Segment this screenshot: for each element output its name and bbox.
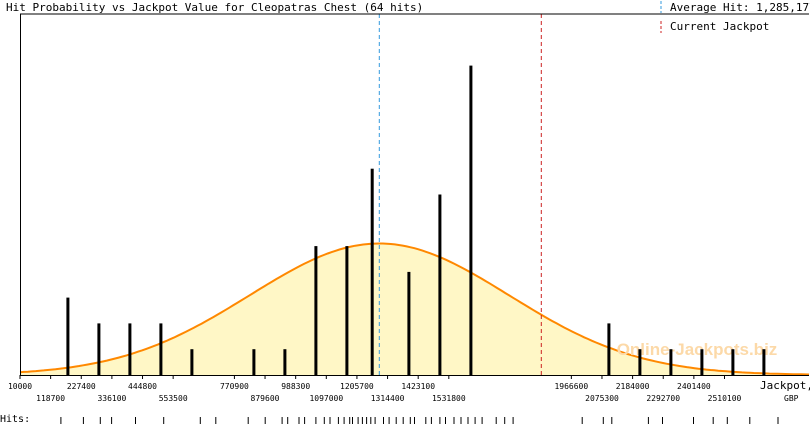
- bar-8: [345, 246, 349, 375]
- chart-title: Hit Probability vs Jackpot Value for Cle…: [6, 1, 423, 14]
- x-tick-label-879600: 879600: [251, 394, 280, 403]
- bar-15: [669, 349, 673, 375]
- probability-curve-fill: [20, 243, 809, 375]
- bar-0: [66, 297, 70, 375]
- bar-12: [469, 65, 473, 375]
- bar-18: [762, 349, 766, 375]
- x-tick-label-1314400: 1314400: [371, 394, 405, 403]
- x-tick-label-1205700: 1205700: [340, 382, 374, 391]
- bar-16: [700, 349, 704, 375]
- x-tick-label-2292700: 2292700: [646, 394, 680, 403]
- bar-series: [66, 65, 766, 375]
- x-tick-label-2401400: 2401400: [677, 382, 711, 391]
- x-axis-label-line1: Jackpot,: [760, 379, 810, 392]
- x-tick-label-444800: 444800: [128, 382, 157, 391]
- watermark: Online-Jackpots.biz: [617, 340, 778, 359]
- hits-label: Hits:: [0, 414, 30, 425]
- bar-7: [314, 246, 318, 375]
- probability-curve: [19, 242, 810, 376]
- x-tick-label-988300: 988300: [281, 382, 310, 391]
- bar-14: [638, 349, 642, 375]
- bar-10: [407, 271, 411, 375]
- x-tick-label-770900: 770900: [220, 382, 249, 391]
- bar-11: [438, 194, 442, 375]
- x-tick-label-336100: 336100: [97, 394, 126, 403]
- bar-1: [97, 323, 101, 375]
- x-tick-label-2184000: 2184000: [616, 382, 650, 391]
- bar-4: [190, 349, 194, 375]
- x-tick-label-1966600: 1966600: [554, 382, 588, 391]
- legend-current-label: Current Jackpot: [670, 20, 769, 33]
- x-tick-label-2075300: 2075300: [585, 394, 619, 403]
- bar-2: [128, 323, 132, 375]
- x-tick-label-1423100: 1423100: [401, 382, 435, 391]
- x-tick-label-553500: 553500: [159, 394, 188, 403]
- x-tick-label-227400: 227400: [67, 382, 96, 391]
- x-tick-label-2510100: 2510100: [708, 394, 742, 403]
- x-tick-label-118700: 118700: [36, 394, 65, 403]
- bar-17: [731, 349, 735, 375]
- bar-5: [252, 349, 256, 375]
- hits-rug: [60, 417, 779, 424]
- x-axis-ticks: 10000 227400 444800 770900 988300 1205700 1423…: [8, 375, 742, 403]
- bar-3: [159, 323, 163, 375]
- x-axis-label-line2: GBP: [784, 394, 799, 403]
- legend-average-label: Average Hit: 1,285,177: [670, 1, 810, 14]
- bar-13: [607, 323, 611, 375]
- bar-6: [283, 349, 287, 375]
- bar-9: [370, 168, 374, 375]
- x-tick-label-10000: 10000: [8, 382, 32, 391]
- x-tick-label-1531800: 1531800: [432, 394, 466, 403]
- x-tick-label-1097000: 1097000: [309, 394, 343, 403]
